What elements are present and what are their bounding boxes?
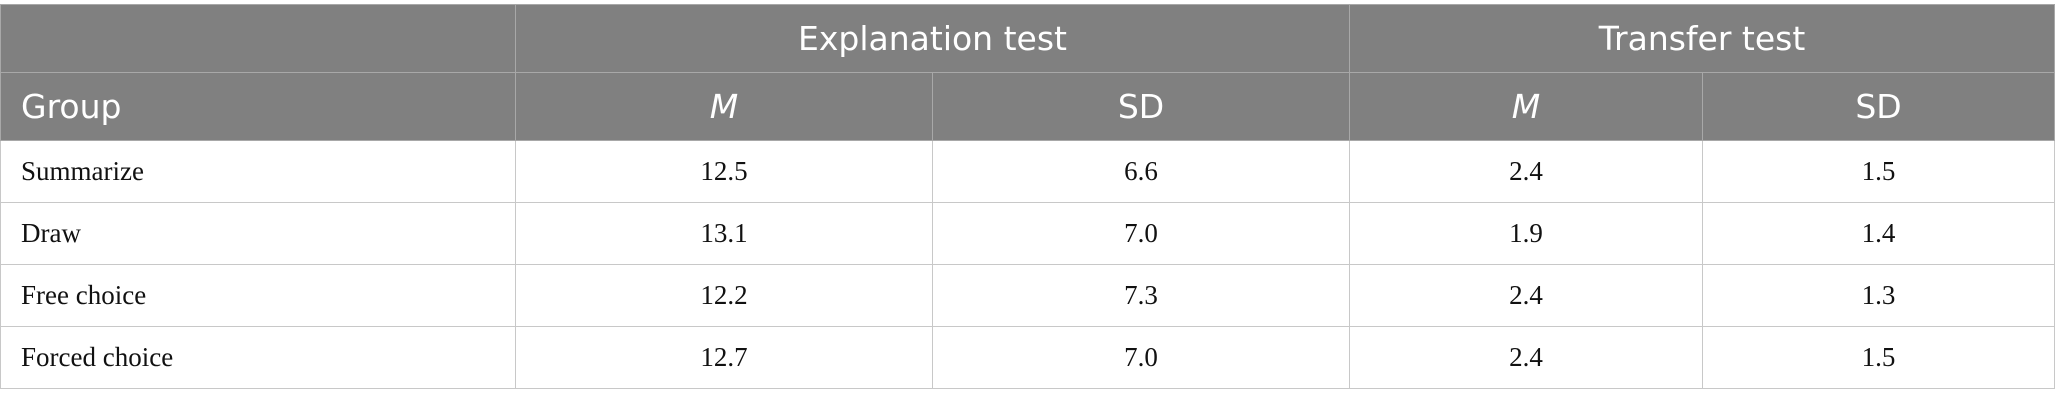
group-header: Explanation test [515,4,1350,73]
column-header-row: Group M SD M SD [0,72,2055,141]
column-header: SD [932,72,1350,141]
table-row: Summarize 12.5 6.6 2.4 1.5 [0,140,2055,203]
group-cell: Draw [0,202,516,265]
group-header-row: Explanation test Transfer test [0,4,2055,73]
value-cell: 6.6 [932,140,1350,203]
table-row: Draw 13.1 7.0 1.9 1.4 [0,202,2055,265]
value-cell: 2.4 [1349,326,1703,389]
page: Explanation test Transfer test Group M SD M… [0,4,2056,409]
table-body: Summarize 12.5 6.6 2.4 1.5 Draw 13.1 7.0 1.9 1.4 F… [0,140,2055,389]
column-header: Group [0,72,516,141]
table-row: Free choice 12.2 7.3 2.4 1.3 [0,264,2055,327]
value-cell: 1.9 [1349,202,1703,265]
value-cell: 1.4 [1702,202,2055,265]
column-header: SD [1702,72,2055,141]
group-header: Transfer test [1349,4,2055,73]
column-header: M [515,72,933,141]
value-cell: 7.0 [932,326,1350,389]
group-cell: Forced choice [0,326,516,389]
value-cell: 13.1 [515,202,933,265]
value-cell: 2.4 [1349,140,1703,203]
value-cell: 1.5 [1702,326,2055,389]
value-cell: 12.2 [515,264,933,327]
value-cell: 12.5 [515,140,933,203]
table-row: Forced choice 12.7 7.0 2.4 1.5 [0,326,2055,389]
value-cell: 1.5 [1702,140,2055,203]
value-cell: 7.0 [932,202,1350,265]
group-cell: Free choice [0,264,516,327]
results-table: Explanation test Transfer test Group M SD M… [0,4,2055,389]
column-header: M [1349,72,1703,141]
value-cell: 2.4 [1349,264,1703,327]
group-cell: Summarize [0,140,516,203]
empty-header-cell [0,4,516,73]
value-cell: 12.7 [515,326,933,389]
value-cell: 7.3 [932,264,1350,327]
value-cell: 1.3 [1702,264,2055,327]
